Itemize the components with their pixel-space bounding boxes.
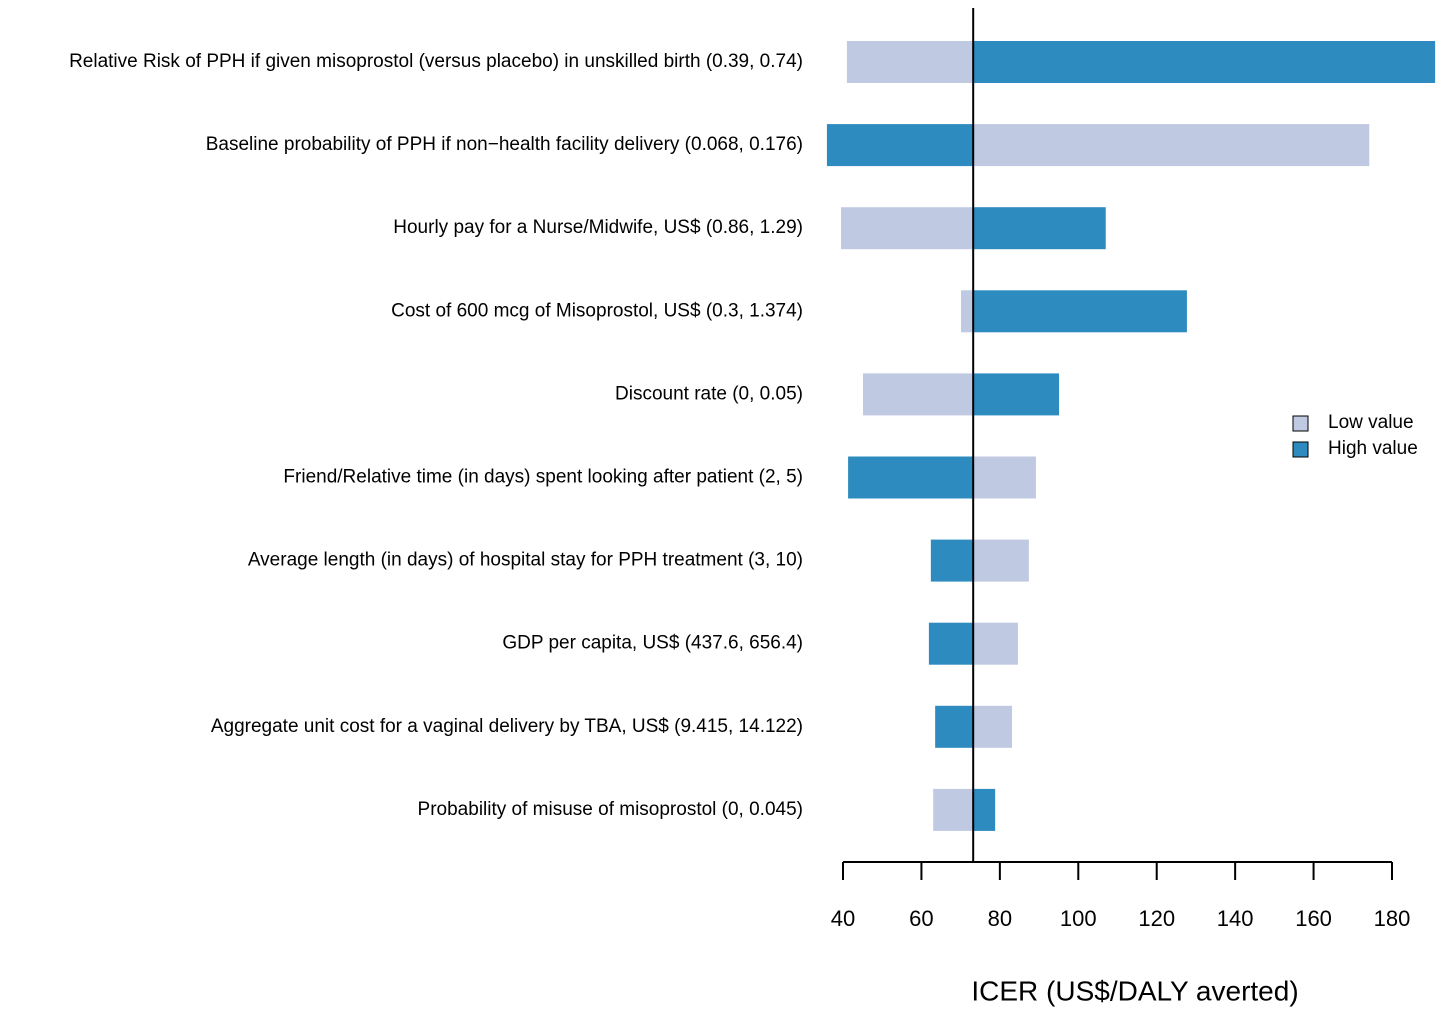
x-tick-label: 100: [1060, 906, 1097, 931]
category-label: Average length (in days) of hospital sta…: [248, 550, 803, 571]
x-tick-label: 80: [988, 906, 1012, 931]
bar: [973, 622, 1018, 665]
x-axis-title: ICER (US$/DALY averted): [971, 975, 1298, 1006]
category-label: Hourly pay for a Nurse/Midwife, US$ (0.8…: [393, 217, 803, 238]
bar: [935, 705, 974, 748]
category-label: Aggregate unit cost for a vaginal delive…: [211, 716, 803, 737]
bar: [973, 788, 996, 831]
x-tick-label: 160: [1295, 906, 1332, 931]
category-label: Cost of 600 mcg of Misoprostol, US$ (0.3…: [391, 300, 803, 321]
bar: [973, 41, 1436, 83]
bar: [973, 373, 1060, 416]
bar: [973, 456, 1036, 499]
x-tick-label: 40: [831, 906, 855, 931]
bar: [826, 124, 974, 167]
category-label: Discount rate (0, 0.05): [615, 383, 803, 404]
bar: [846, 41, 974, 83]
bar: [961, 290, 974, 333]
x-tick-label: 120: [1138, 906, 1175, 931]
bar: [862, 373, 974, 416]
bar: [930, 539, 974, 582]
bar: [841, 207, 974, 250]
category-label: Relative Risk of PPH if given misoprosto…: [69, 51, 803, 72]
bar: [973, 207, 1106, 250]
category-label: Friend/Relative time (in days) spent loo…: [283, 467, 803, 488]
x-tick-label: 60: [909, 906, 933, 931]
category-label: Baseline probability of PPH if non−healt…: [206, 134, 803, 155]
x-tick-label: 180: [1374, 906, 1411, 931]
x-tick-label: 140: [1217, 906, 1254, 931]
legend-swatch: [1292, 415, 1309, 432]
bar: [973, 290, 1187, 333]
bar: [848, 456, 974, 499]
bar: [973, 705, 1013, 748]
legend-label: High value: [1328, 438, 1418, 459]
legend-label: Low value: [1328, 412, 1414, 433]
bar: [928, 622, 974, 665]
category-label: GDP per capita, US$ (437.6, 656.4): [502, 633, 803, 654]
bar: [933, 788, 974, 831]
legend-swatch: [1292, 441, 1309, 458]
bar: [973, 539, 1029, 582]
bar: [973, 124, 1370, 167]
category-label: Probability of misuse of misoprostol (0,…: [418, 799, 803, 820]
